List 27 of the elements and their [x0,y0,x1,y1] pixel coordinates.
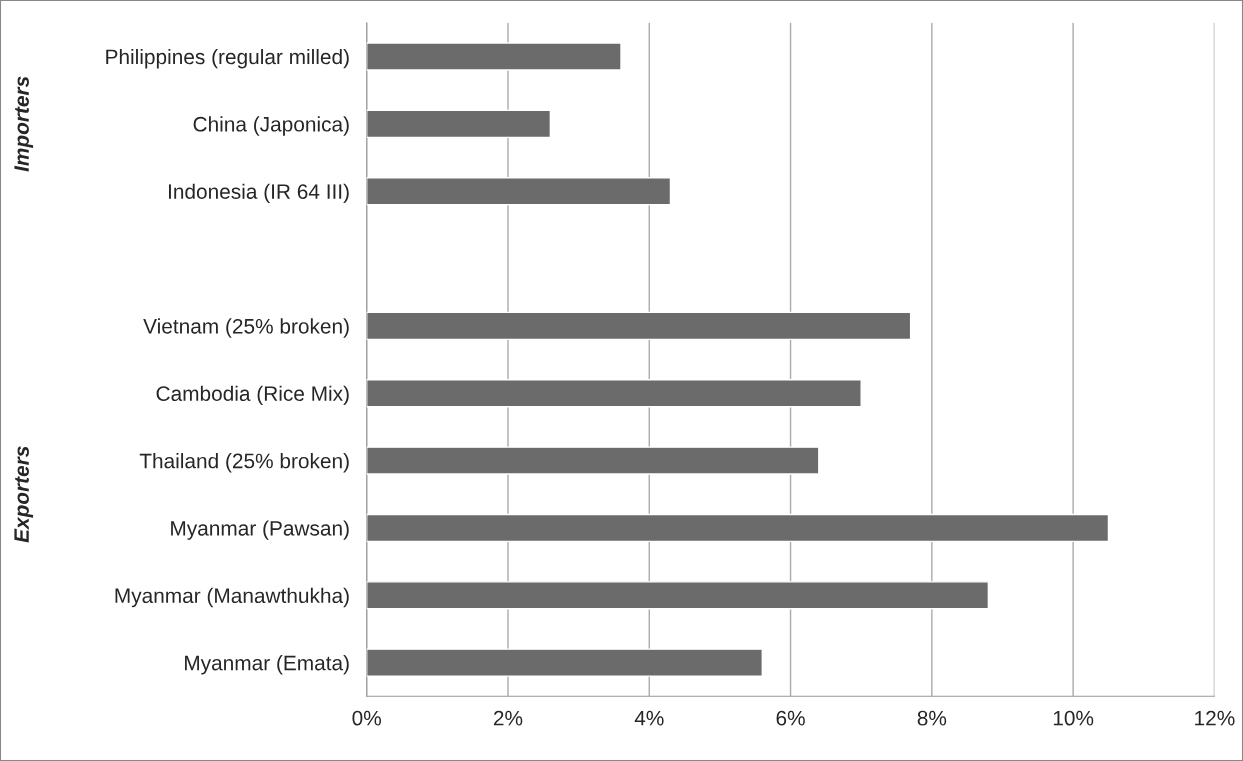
x-tick-label: 0% [352,710,381,726]
bar [366,109,552,139]
text: Importers [14,76,34,172]
y-tick-label: Myanmar (Manawthukha) [115,587,349,608]
y-tick-label: Thailand (25% broken) [139,453,349,473]
y-tick-label: Cambodia (Rice Mix) [156,385,349,406]
bar [366,581,990,610]
bar [366,177,672,206]
y-tick-label: Vietnam (25% broken) [143,318,349,338]
x-tick-label: 8% [917,710,947,726]
bar [366,648,763,677]
x-tick-label: 12% [1195,710,1235,726]
bar [366,513,1110,543]
x-tick-label: 2% [493,710,523,726]
bar [366,446,820,475]
text: Exporters [14,446,34,543]
x-tick-label: 10% [1053,710,1094,726]
y-tick-label: Myanmar (Emata) [185,655,349,675]
y-tick-label: Myanmar (Pawsan) [171,520,349,540]
x-tick-label: 4% [634,710,664,726]
x-tick-label: 6% [776,710,805,726]
y-tick-label: Indonesia (IR 64 III) [168,183,349,204]
bar [366,379,862,408]
bar [366,311,912,341]
y-tick-label: Philippines (regular milled) [106,48,349,69]
y-tick-label: China (Japonica) [193,116,349,136]
bar [366,42,622,71]
